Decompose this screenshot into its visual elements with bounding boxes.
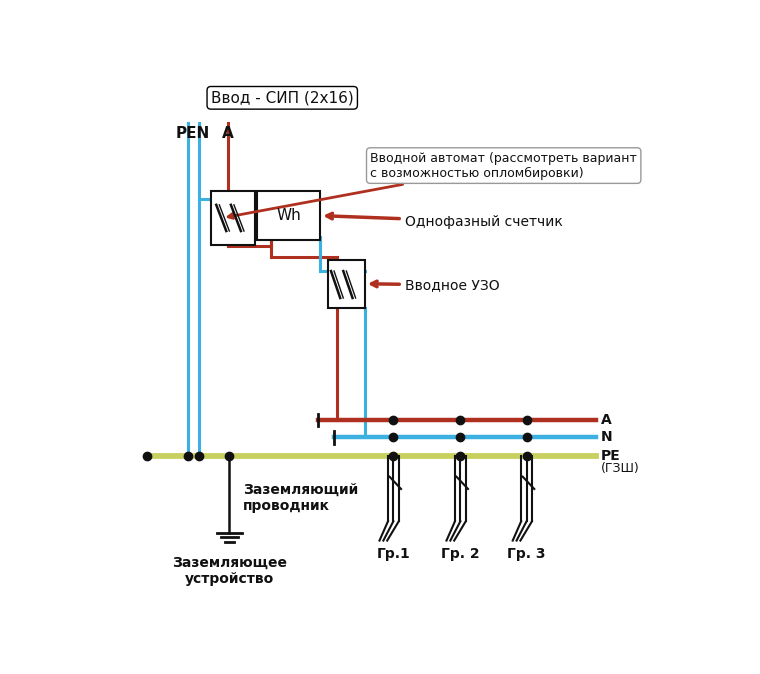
Text: PEN: PEN <box>176 126 211 141</box>
Text: Заземляющий
проводник: Заземляющий проводник <box>243 483 359 514</box>
Text: (ГЗШ): (ГЗШ) <box>600 462 639 474</box>
Bar <box>211 191 255 245</box>
Text: PE: PE <box>600 449 620 463</box>
Text: A: A <box>600 412 611 427</box>
Text: Wh: Wh <box>276 208 301 223</box>
Text: Гр.1: Гр.1 <box>376 547 410 561</box>
Text: N: N <box>600 431 612 444</box>
Text: Гр. 3: Гр. 3 <box>508 547 546 561</box>
Text: A: A <box>222 126 233 141</box>
Text: Вводное УЗО: Вводное УЗО <box>372 278 499 292</box>
Text: Вводной автомат (рассмотреть вариант
с возможностью опломбировки): Вводной автомат (рассмотреть вариант с в… <box>228 152 637 218</box>
Text: Гр. 2: Гр. 2 <box>441 547 480 561</box>
Text: Однофазный счетчик: Однофазный счетчик <box>327 213 562 228</box>
Bar <box>257 191 320 240</box>
Text: Заземляющее
устройство: Заземляющее устройство <box>172 556 287 586</box>
Bar <box>328 259 365 308</box>
Text: Ввод - СИП (2х16): Ввод - СИП (2х16) <box>211 90 353 105</box>
